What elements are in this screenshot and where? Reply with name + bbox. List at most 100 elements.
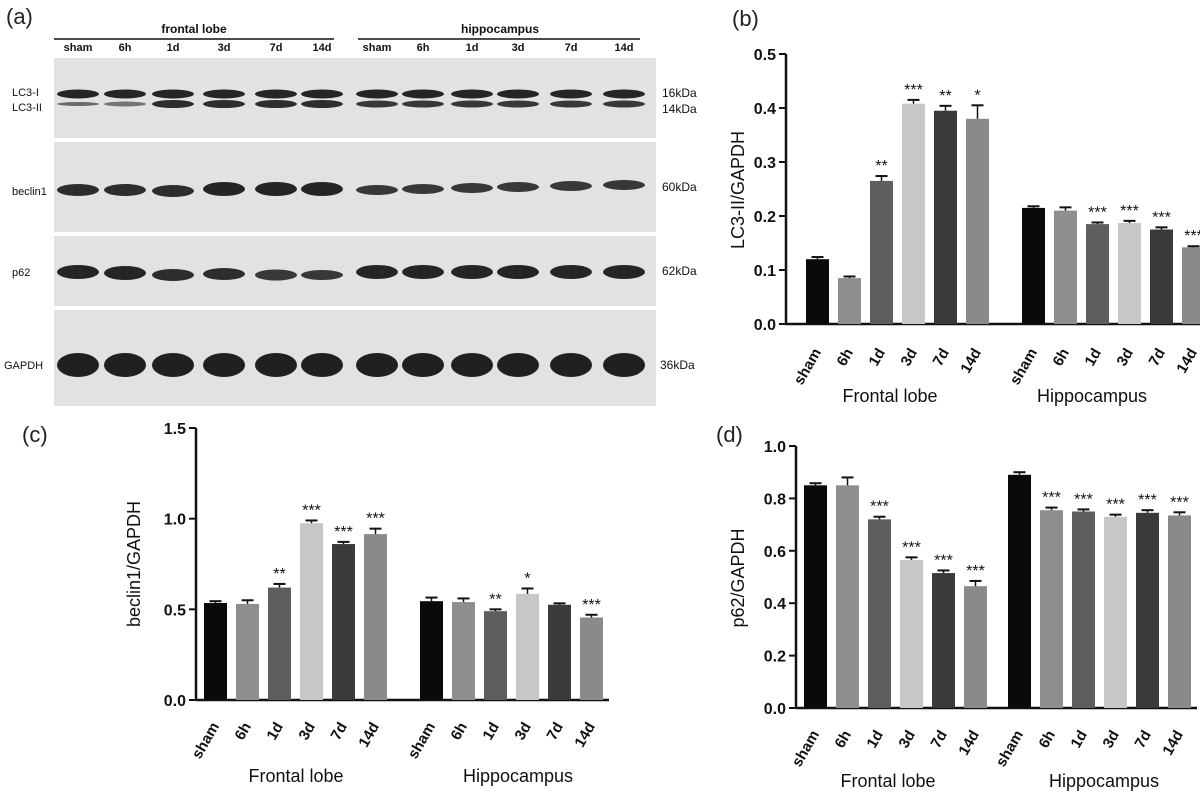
category-label: 1d xyxy=(1067,728,1090,752)
significance-label: ** xyxy=(875,158,887,175)
group-label: Frontal lobe xyxy=(248,766,343,786)
blot-band xyxy=(497,353,539,377)
blot-lane-label: 14d xyxy=(313,42,332,54)
y-tick-label: 0.0 xyxy=(754,317,776,334)
significance-label: *** xyxy=(366,511,385,528)
blot-kda-label: 62kDa xyxy=(662,264,697,278)
bar xyxy=(870,180,893,324)
blot-group-label: hippocampus xyxy=(461,22,539,36)
blot-band xyxy=(255,269,297,281)
y-tick-label: 1.0 xyxy=(164,512,186,529)
chart-p62: 0.0 0.2 0.4 0.6 0.8 1.0 p62/GAPDH sham 6h *** 1d **… xyxy=(728,439,1197,791)
y-axis-label: beclin1/GAPDH xyxy=(124,501,144,627)
blot-band xyxy=(603,265,645,279)
bar xyxy=(868,519,891,708)
bar xyxy=(420,601,443,700)
significance-label: *** xyxy=(1170,494,1189,511)
bar xyxy=(452,602,475,700)
bar xyxy=(300,523,323,700)
blot-row-label: GAPDH xyxy=(4,360,43,372)
significance-label: *** xyxy=(934,552,953,569)
category-label: 1d xyxy=(865,346,888,370)
category-label: 14d xyxy=(355,720,383,751)
blot-band xyxy=(203,182,245,196)
western-blot: frontal lobe hippocampus sham 6h 1d 3d 7d 14d… xyxy=(4,22,697,406)
category-label: 1d xyxy=(1081,346,1104,370)
category-label: 7d xyxy=(1131,728,1154,752)
blot-row-label: LC3-I xyxy=(12,87,39,99)
category-label: 14d xyxy=(957,346,985,377)
group-label: Hippocampus xyxy=(463,766,573,786)
blot-lane-label: 6h xyxy=(119,42,132,54)
blot-band xyxy=(603,89,645,99)
category-label: 3d xyxy=(1113,346,1136,370)
blot-lane-label: 1d xyxy=(167,42,180,54)
blot-band xyxy=(402,100,444,108)
y-tick-label: 0.6 xyxy=(764,544,786,561)
significance-label: *** xyxy=(1042,490,1061,507)
bar xyxy=(1168,515,1191,708)
blot-band xyxy=(301,182,343,196)
panel-label-d: (d) xyxy=(716,422,743,447)
blot-band xyxy=(203,268,245,280)
blot-band xyxy=(402,353,444,377)
bar xyxy=(1008,474,1031,708)
bar xyxy=(332,544,355,700)
category-label: sham xyxy=(405,720,439,762)
blot-band xyxy=(152,89,194,99)
y-tick-label: 0.5 xyxy=(754,47,776,64)
chart-lc3: 0.0 0.1 0.2 0.3 0.4 0.5 LC3-II/GAPDH sham 6h ** 1d… xyxy=(728,47,1200,406)
category-label: 3d xyxy=(295,720,318,744)
blot-lane-label: 7d xyxy=(270,42,283,54)
significance-label: *** xyxy=(1074,491,1093,508)
category-label: sham xyxy=(791,346,825,388)
category-label: 6h xyxy=(1049,346,1072,370)
category-label: sham xyxy=(993,728,1027,770)
bar xyxy=(268,587,291,700)
significance-label: ** xyxy=(489,591,501,608)
blot-band xyxy=(255,89,297,99)
bar xyxy=(838,278,861,324)
category-label: 3d xyxy=(511,720,534,744)
significance-label: *** xyxy=(966,563,985,580)
bar xyxy=(806,259,829,324)
bar xyxy=(1072,511,1095,708)
blot-kda-label: 36kDa xyxy=(660,358,695,372)
y-tick-label: 1.5 xyxy=(164,421,186,438)
blot-band xyxy=(57,265,99,279)
blot-band xyxy=(497,100,539,108)
bar xyxy=(548,604,571,700)
bar xyxy=(1136,512,1159,708)
blot-band xyxy=(550,89,592,99)
blot-band xyxy=(402,184,444,194)
significance-label: ** xyxy=(273,566,285,583)
blot-band xyxy=(301,353,343,377)
bar xyxy=(484,611,507,700)
significance-label: * xyxy=(524,570,530,587)
blot-group-label: frontal lobe xyxy=(161,22,227,36)
category-label: 3d xyxy=(1099,728,1122,752)
blot-band xyxy=(402,89,444,99)
blot-row-label: beclin1 xyxy=(12,186,47,198)
bar xyxy=(1118,223,1141,324)
blot-band xyxy=(104,266,146,280)
y-tick-label: 0.0 xyxy=(164,693,186,710)
blot-band xyxy=(603,353,645,377)
bar xyxy=(236,603,259,700)
blot-band xyxy=(152,100,194,108)
significance-label: *** xyxy=(1152,209,1171,226)
category-label: 7d xyxy=(543,720,566,744)
bar xyxy=(966,118,989,324)
blot-band xyxy=(301,270,343,280)
blot-band xyxy=(451,353,493,377)
significance-label: *** xyxy=(1184,228,1200,245)
significance-label: ** xyxy=(939,88,951,105)
blot-band xyxy=(301,100,343,108)
blot-band xyxy=(356,89,398,99)
blot-lane-label: 3d xyxy=(512,42,525,54)
bar xyxy=(1040,510,1063,708)
blot-band xyxy=(550,353,592,377)
bar xyxy=(900,559,923,708)
significance-label: * xyxy=(974,87,980,104)
